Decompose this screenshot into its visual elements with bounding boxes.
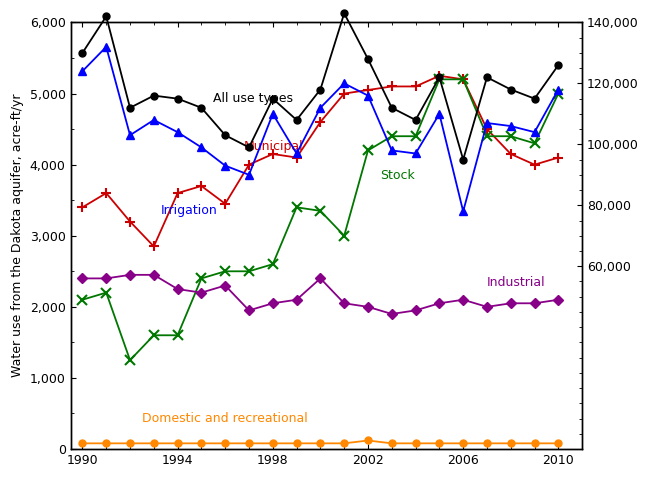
Text: Stock: Stock [380,169,415,182]
Text: Domestic and recreational: Domestic and recreational [142,412,307,425]
Text: Municipal: Municipal [244,141,304,153]
Text: Industrial: Industrial [487,275,545,289]
Y-axis label: Water use from the Dakota aquifer, acre-ft/yr: Water use from the Dakota aquifer, acre-… [11,94,24,378]
Text: Irrigation: Irrigation [161,205,218,217]
Text: All use types: All use types [213,92,293,105]
